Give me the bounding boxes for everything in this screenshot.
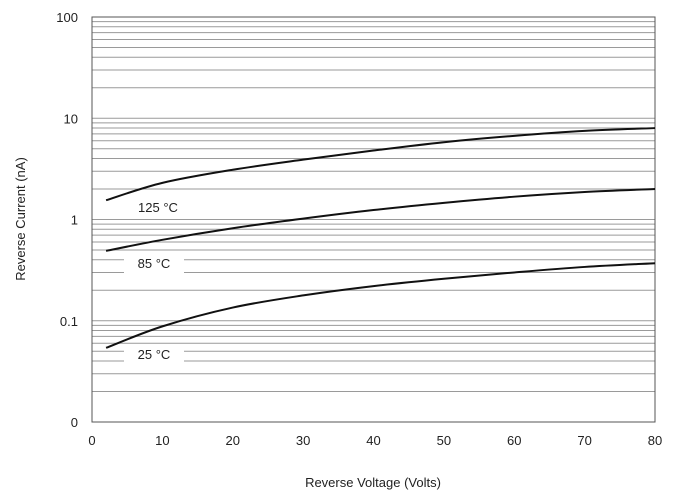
x-tick-label: 20 bbox=[226, 433, 240, 448]
series-line bbox=[105, 188, 656, 252]
y-tick-label: 1 bbox=[71, 213, 78, 228]
x-tick-label: 80 bbox=[648, 433, 662, 448]
series-line bbox=[105, 127, 656, 202]
series-labels: 125 °C 85 °C 25 °C bbox=[124, 200, 188, 364]
y-tick-label: 100 bbox=[56, 10, 78, 25]
y-tick-label: 0.1 bbox=[60, 314, 78, 329]
series-label-background bbox=[128, 200, 188, 217]
series-label-background bbox=[124, 347, 184, 364]
y-tick-label: 10 bbox=[64, 111, 78, 126]
y-tick-label: 0 bbox=[71, 415, 78, 430]
y-axis-label: Reverse Current (nA) bbox=[13, 157, 28, 281]
x-tick-label: 70 bbox=[577, 433, 591, 448]
x-tick-label: 0 bbox=[88, 433, 95, 448]
series-line bbox=[105, 262, 656, 349]
series-label: 85 °C bbox=[138, 256, 171, 271]
curves bbox=[105, 127, 656, 349]
x-axis-label: Reverse Voltage (Volts) bbox=[305, 475, 441, 490]
x-tick-labels: 0 10 20 30 40 50 60 70 80 bbox=[88, 433, 662, 448]
x-tick-label: 60 bbox=[507, 433, 521, 448]
x-tick-label: 40 bbox=[366, 433, 380, 448]
grid-lines bbox=[92, 21, 655, 423]
x-tick-label: 30 bbox=[296, 433, 310, 448]
x-tick-label: 50 bbox=[437, 433, 451, 448]
series-label: 125 °C bbox=[138, 200, 178, 215]
x-tick-label: 10 bbox=[155, 433, 169, 448]
y-tick-labels: 0 0.1 1 10 100 bbox=[56, 10, 78, 430]
plot-frame bbox=[91, 16, 656, 423]
series-label-background bbox=[124, 256, 184, 273]
series-label: 25 °C bbox=[138, 347, 171, 362]
